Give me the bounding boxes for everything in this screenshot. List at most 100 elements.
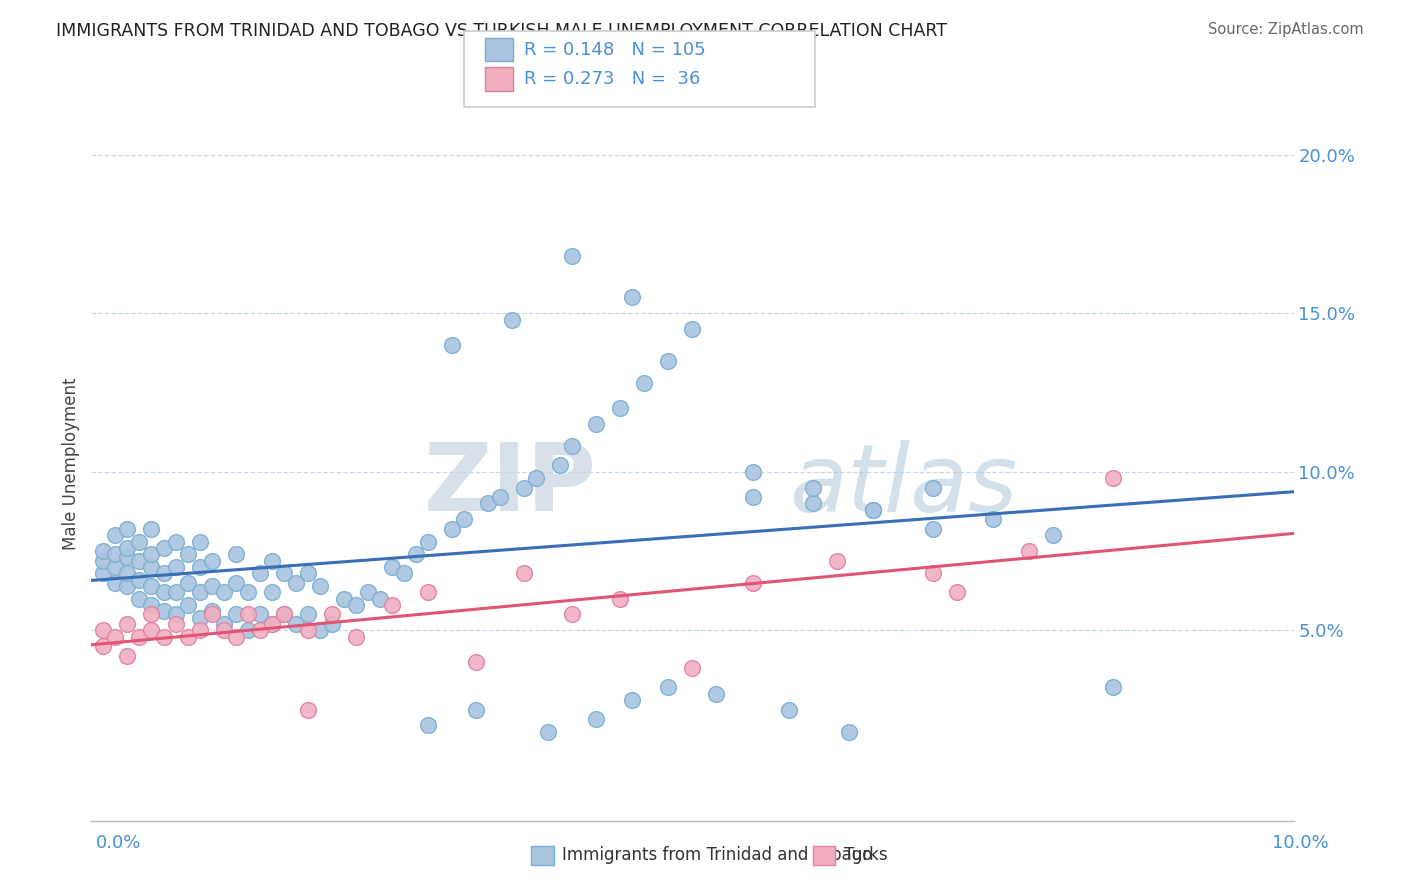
Point	[260, 585, 283, 599]
Point	[165, 617, 187, 632]
Point	[333, 591, 356, 606]
Point	[236, 624, 259, 638]
Point	[260, 617, 283, 632]
Point	[188, 560, 211, 574]
Point	[838, 724, 860, 739]
Point	[188, 624, 211, 638]
Point	[117, 550, 139, 565]
Point	[188, 585, 211, 599]
Point	[141, 547, 163, 561]
Point	[621, 693, 644, 707]
Point	[825, 553, 848, 567]
Point	[176, 575, 198, 590]
Text: R = 0.148   N = 105: R = 0.148 N = 105	[524, 40, 706, 59]
Point	[165, 534, 187, 549]
Point	[621, 290, 644, 304]
Point	[152, 585, 174, 599]
Point	[465, 655, 488, 669]
Point	[201, 604, 224, 618]
Point	[922, 481, 945, 495]
Text: Immigrants from Trinidad and Tobago: Immigrants from Trinidad and Tobago	[562, 847, 873, 864]
Point	[128, 573, 150, 587]
Point	[141, 624, 163, 638]
Point	[201, 553, 224, 567]
Point	[1042, 528, 1064, 542]
Point	[392, 566, 415, 581]
Point	[416, 585, 439, 599]
Point	[489, 490, 512, 504]
Point	[225, 547, 247, 561]
Point	[128, 630, 150, 644]
Point	[465, 703, 488, 717]
Point	[524, 471, 547, 485]
Point	[321, 617, 343, 632]
Point	[633, 376, 655, 390]
Point	[225, 607, 247, 622]
Point	[561, 439, 583, 453]
Point	[128, 591, 150, 606]
Point	[212, 617, 235, 632]
Point	[212, 624, 235, 638]
Point	[297, 624, 319, 638]
Point	[981, 512, 1004, 526]
Point	[778, 703, 800, 717]
Point	[513, 481, 536, 495]
Point	[93, 544, 115, 558]
Point	[152, 566, 174, 581]
Point	[201, 579, 224, 593]
Point	[273, 566, 295, 581]
Text: atlas: atlas	[789, 440, 1017, 531]
Point	[381, 560, 404, 574]
Point	[344, 630, 367, 644]
Point	[297, 607, 319, 622]
Point	[801, 481, 824, 495]
Point	[273, 607, 295, 622]
Point	[368, 591, 391, 606]
Point	[165, 560, 187, 574]
Point	[681, 661, 703, 675]
Point	[225, 630, 247, 644]
Point	[922, 566, 945, 581]
Point	[297, 703, 319, 717]
Point	[1018, 544, 1040, 558]
Text: 0.0%: 0.0%	[96, 834, 141, 852]
Point	[212, 585, 235, 599]
Point	[416, 718, 439, 732]
Point	[440, 522, 463, 536]
Point	[381, 598, 404, 612]
Point	[260, 617, 283, 632]
Text: Source: ZipAtlas.com: Source: ZipAtlas.com	[1208, 22, 1364, 37]
Point	[117, 541, 139, 555]
Point	[922, 522, 945, 536]
Point	[585, 417, 607, 432]
Point	[862, 503, 884, 517]
Point	[440, 338, 463, 352]
Point	[308, 624, 330, 638]
Point	[249, 607, 271, 622]
Point	[1102, 681, 1125, 695]
Point	[284, 617, 307, 632]
Point	[862, 503, 884, 517]
Point	[249, 566, 271, 581]
Text: ZIP: ZIP	[423, 439, 596, 532]
Y-axis label: Male Unemployment: Male Unemployment	[62, 377, 80, 550]
Point	[93, 553, 115, 567]
Point	[165, 607, 187, 622]
Point	[93, 566, 115, 581]
Point	[104, 560, 127, 574]
Point	[321, 607, 343, 622]
Point	[657, 681, 679, 695]
Text: Turks: Turks	[844, 847, 887, 864]
Point	[477, 496, 499, 510]
Point	[273, 607, 295, 622]
Point	[188, 534, 211, 549]
Point	[117, 617, 139, 632]
Point	[141, 607, 163, 622]
Point	[152, 541, 174, 555]
Point	[609, 401, 631, 416]
Point	[249, 624, 271, 638]
Point	[117, 648, 139, 663]
Point	[117, 579, 139, 593]
Point	[152, 604, 174, 618]
Point	[260, 553, 283, 567]
